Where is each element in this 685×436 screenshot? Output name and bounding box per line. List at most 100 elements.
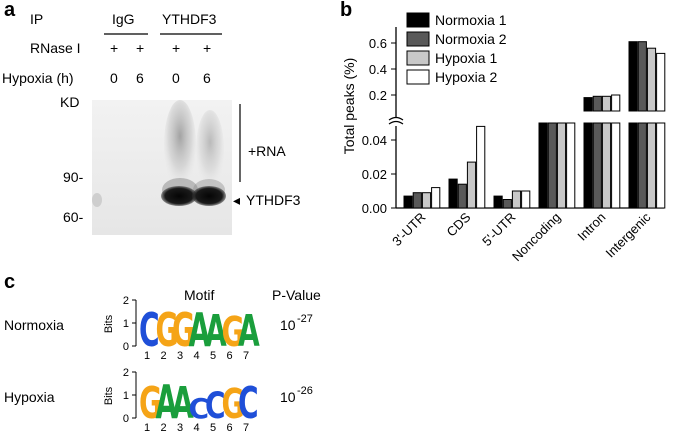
- motif-position: 3: [177, 350, 183, 362]
- rnase-label: RNase I: [30, 40, 81, 56]
- bar: [493, 195, 503, 209]
- bar: [601, 95, 612, 112]
- motif-letter: C: [189, 392, 210, 425]
- logo-tick-label: 2: [123, 295, 129, 307]
- motif-position: 7: [243, 350, 249, 362]
- motif-letter: A: [205, 306, 227, 357]
- rnase-mark: +: [203, 40, 211, 56]
- motif-position: 2: [161, 350, 167, 362]
- y-tick-label: 0.6: [369, 36, 387, 51]
- x-category-label: Intergenic: [603, 209, 654, 260]
- motif-position: 1: [144, 422, 150, 431]
- ip-label: IP: [30, 11, 43, 27]
- y-tick-label: 0.00: [362, 201, 387, 216]
- bar: [601, 122, 612, 209]
- logo-tick-label: 1: [123, 318, 129, 330]
- band-label: YTHDF3: [246, 192, 301, 208]
- pvalue-base: 10: [280, 389, 296, 405]
- rnase-mark: +: [172, 40, 180, 56]
- bar: [592, 95, 602, 112]
- motif-letter: A: [172, 378, 194, 429]
- x-category-label: 3'-UTR: [389, 210, 428, 249]
- motif-letter: G: [222, 381, 245, 429]
- bar: [502, 199, 512, 209]
- logo-tick-label: 2: [123, 367, 129, 379]
- rna-label: +RNA: [248, 143, 286, 159]
- axis-break-mark: [388, 120, 404, 125]
- x-category-label: Noncoding: [509, 210, 564, 265]
- motif-position: 1: [144, 350, 150, 362]
- motif-letter: G: [139, 378, 162, 429]
- legend-swatch: [406, 50, 430, 66]
- logo-tick-label: 0: [123, 413, 129, 425]
- hypoxia-value: 6: [136, 70, 144, 86]
- logo-tick-label: 1: [123, 390, 129, 402]
- bar: [521, 190, 531, 209]
- group-label-ythdf3: YTHDF3: [162, 11, 217, 27]
- legend-label: Hypoxia 1: [435, 50, 497, 66]
- motif-position: 6: [227, 422, 233, 431]
- legend-label: Hypoxia 2: [435, 69, 497, 85]
- bar: [511, 190, 522, 209]
- motif-position: 4: [194, 422, 200, 431]
- rnase-mark: +: [136, 40, 144, 56]
- motif-position: 4: [194, 350, 200, 362]
- y-axis-label: Total peaks (%): [341, 58, 357, 154]
- motif-row-label: Hypoxia: [4, 389, 55, 405]
- y-tick-label: 0.2: [369, 88, 387, 103]
- motif-letter: C: [205, 384, 226, 427]
- motif-letter: A: [238, 306, 260, 357]
- hypoxia-value: 6: [203, 70, 211, 86]
- bar: [611, 122, 621, 209]
- x-category-label: Intron: [574, 210, 608, 244]
- bar: [457, 183, 467, 209]
- rnase-mark: +: [110, 40, 118, 56]
- marker-90: 90-: [63, 169, 84, 185]
- panel-b-letter: b: [340, 0, 352, 21]
- bar: [556, 122, 567, 209]
- motif-position: 7: [243, 422, 249, 431]
- legend-swatch: [406, 31, 430, 47]
- bar: [637, 122, 647, 209]
- bar-group: [403, 41, 666, 209]
- bar: [646, 47, 657, 112]
- bits-label: Bits: [103, 314, 115, 333]
- hypoxia-value: 0: [110, 70, 118, 86]
- motif-position: 5: [210, 350, 216, 362]
- bar: [611, 94, 621, 112]
- bar: [538, 122, 548, 209]
- legend-swatch: [406, 12, 430, 28]
- blot-artifact: [92, 193, 102, 207]
- kd-label: KD: [60, 94, 79, 110]
- y-tick-label: 0.02: [362, 167, 387, 182]
- y-tick-label: 0.04: [362, 133, 387, 148]
- motif-position: 3: [177, 422, 183, 431]
- y-tick-label: 0.4: [369, 62, 387, 77]
- motif-header: Motif: [184, 287, 214, 303]
- bar: [656, 122, 666, 209]
- logo-tick-label: 0: [123, 341, 129, 353]
- legend: Normoxia 1 Normoxia 2 Hypoxia 1 Hypoxia …: [406, 12, 507, 85]
- rna-smear: [196, 110, 224, 190]
- band-arrow: ◂: [233, 192, 240, 208]
- bar: [583, 97, 593, 112]
- bar: [637, 41, 647, 112]
- bar: [547, 122, 557, 209]
- bar: [566, 122, 576, 209]
- motif-position: 6: [227, 350, 233, 362]
- pvalue-exponent: -27: [297, 313, 313, 325]
- motif-letter: G: [156, 304, 179, 357]
- legend-label: Normoxia 2: [435, 31, 507, 47]
- motif-position: 2: [161, 422, 167, 431]
- bar: [583, 122, 593, 209]
- legend-label: Normoxia 1: [435, 12, 507, 28]
- bar: [448, 178, 458, 209]
- bar: [646, 122, 657, 209]
- x-category-label: 5'-UTR: [479, 210, 518, 249]
- motif-letter: C: [238, 378, 259, 429]
- panel-a: a IP IgG YTHDF3 RNase I + + + + Hypoxia …: [2, 0, 301, 235]
- pvalue-base: 10: [280, 317, 296, 333]
